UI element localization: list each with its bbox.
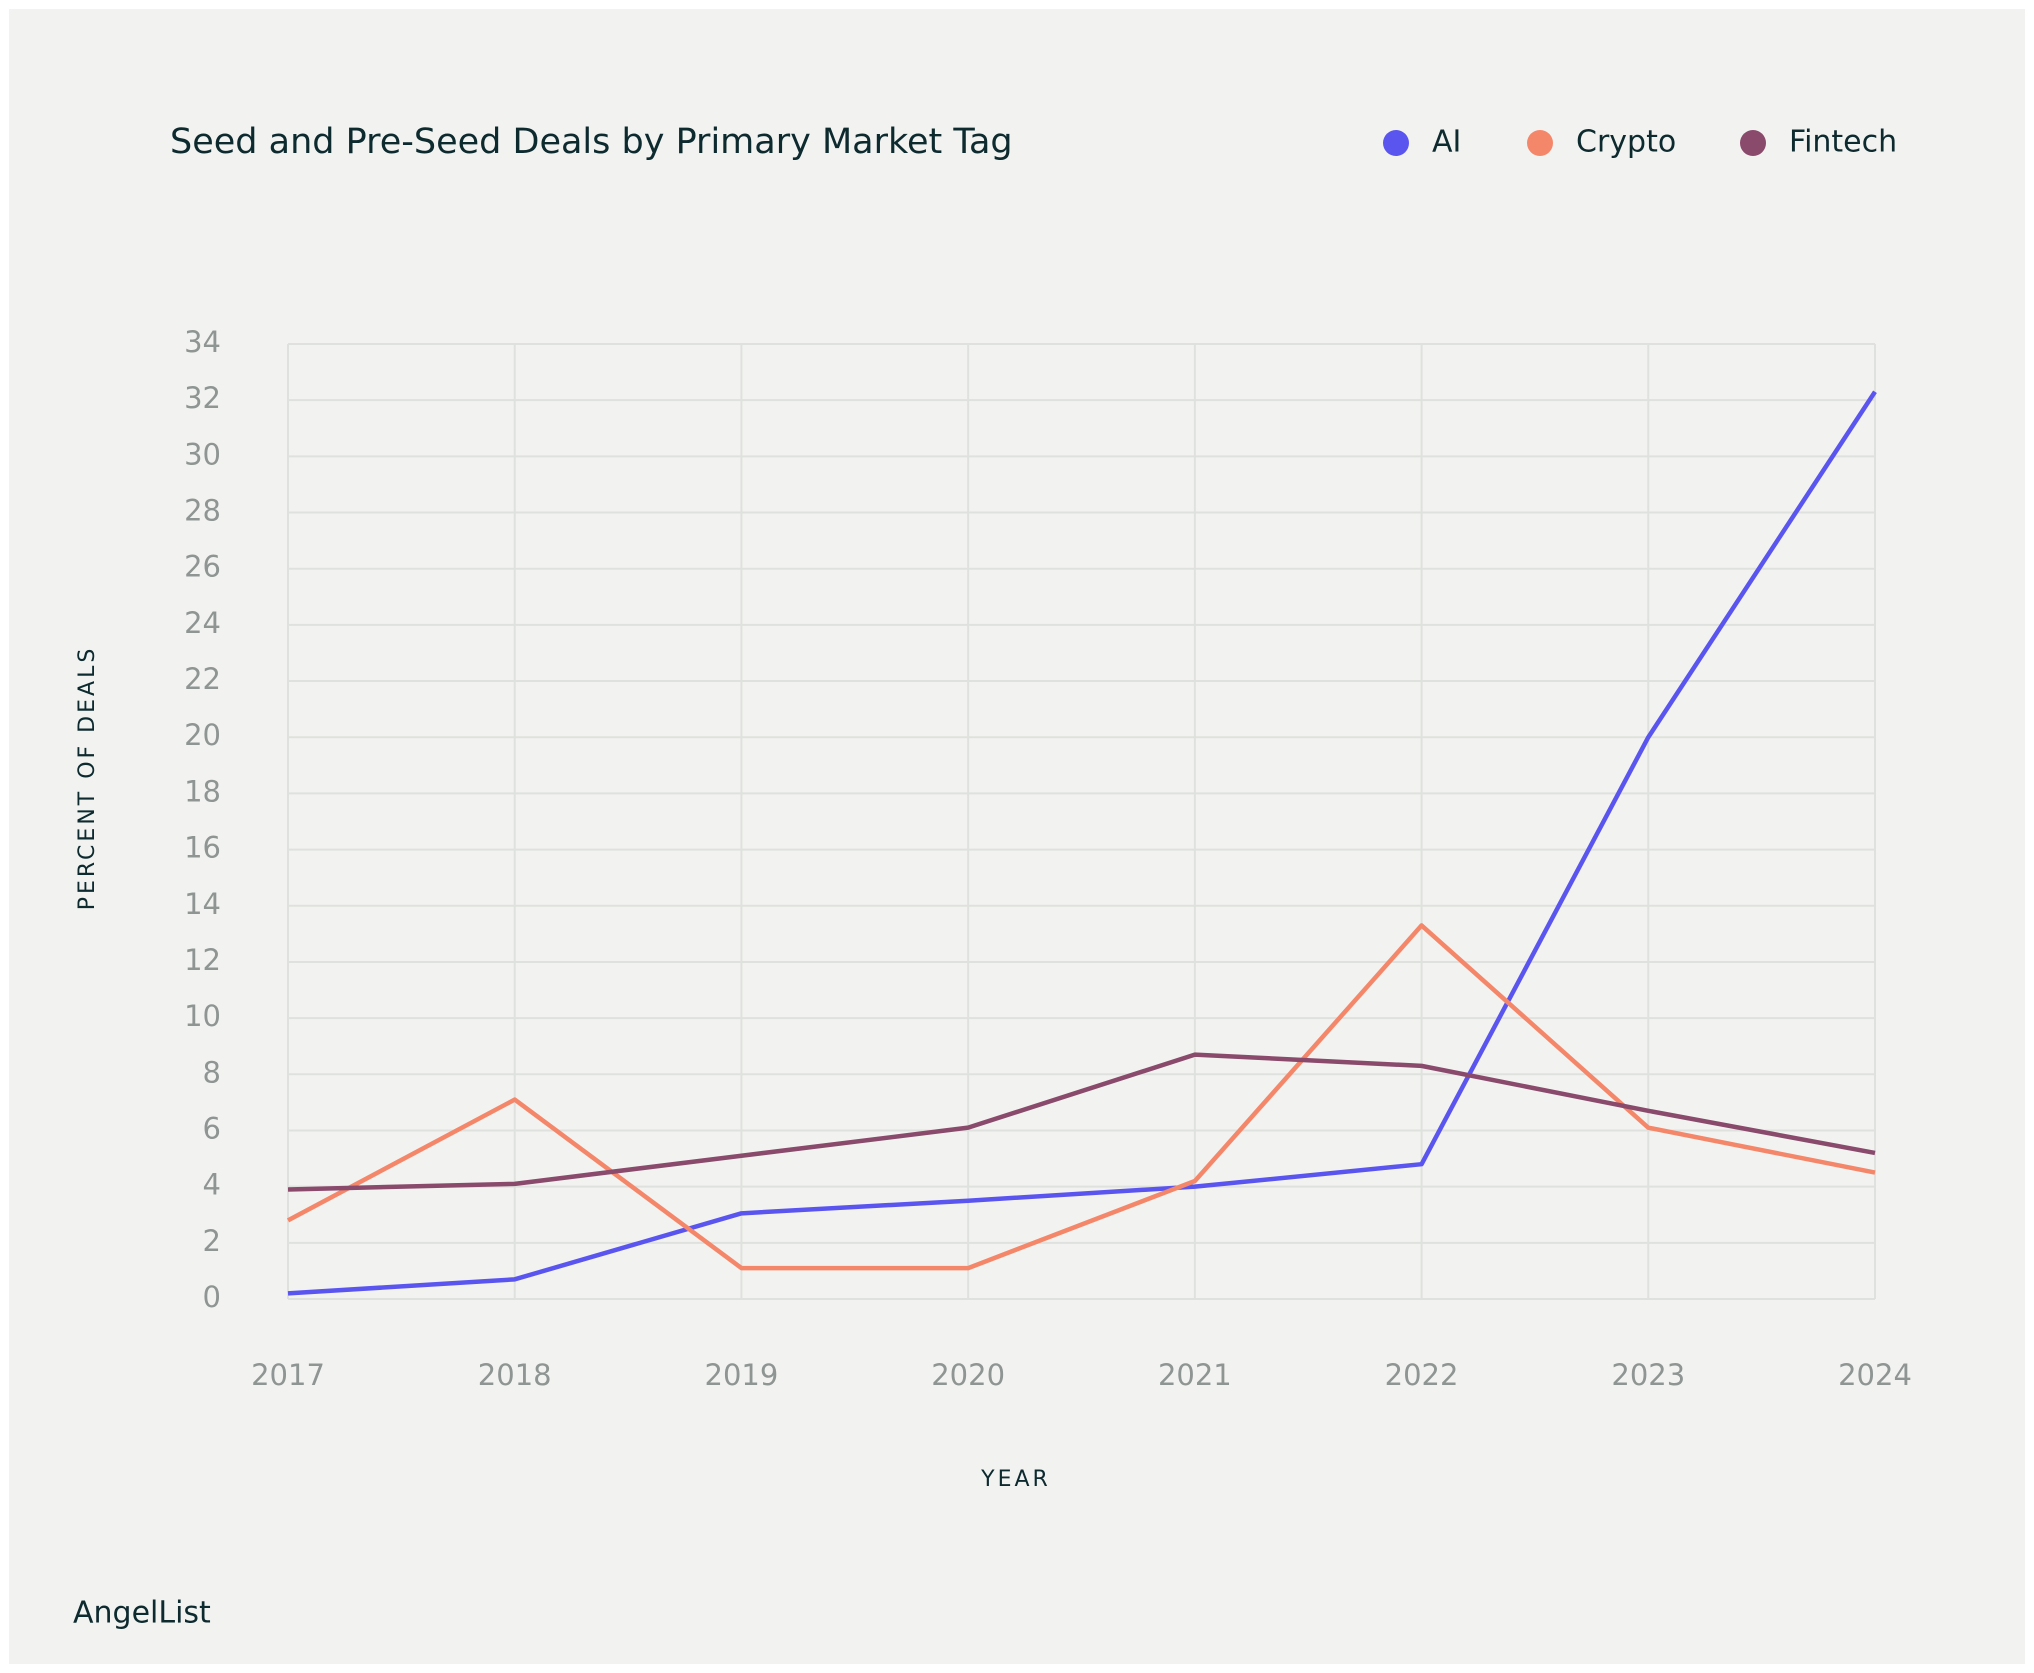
- y-tick-label: 26: [184, 550, 221, 584]
- y-tick-label: 22: [184, 662, 221, 696]
- y-tick-label: 14: [184, 887, 221, 921]
- y-tick-label: 8: [203, 1055, 221, 1089]
- legend-label: Fintech: [1789, 125, 1897, 160]
- y-tick-label: 24: [184, 606, 221, 640]
- y-tick-label: 6: [203, 1111, 221, 1145]
- legend-swatch: [1527, 130, 1553, 156]
- y-axis-label: PERCENT OF DEALS: [75, 646, 100, 911]
- y-tick-label: 16: [184, 831, 221, 865]
- y-tick-label: 20: [184, 718, 221, 752]
- x-tick-label: 2017: [251, 1358, 325, 1392]
- x-tick-label: 2021: [1158, 1358, 1232, 1392]
- x-tick-label: 2018: [478, 1358, 552, 1392]
- background: [9, 9, 2025, 1664]
- y-tick-label: 0: [203, 1280, 221, 1314]
- x-tick-label: 2022: [1385, 1358, 1459, 1392]
- y-tick-label: 28: [184, 494, 221, 528]
- y-tick-label: 4: [203, 1168, 221, 1202]
- y-tick-label: 34: [184, 325, 221, 359]
- y-tick-label: 18: [184, 774, 221, 808]
- chart-title: Seed and Pre-Seed Deals by Primary Marke…: [170, 122, 1013, 162]
- y-tick-label: 30: [184, 437, 221, 471]
- brand: AngelList: [73, 1596, 211, 1631]
- x-tick-label: 2019: [705, 1358, 779, 1392]
- y-tick-label: 12: [184, 943, 221, 977]
- x-tick-label: 2024: [1838, 1358, 1912, 1392]
- legend-label: Crypto: [1576, 125, 1676, 160]
- line-series: [286, 923, 1876, 1271]
- y-tick-label: 10: [184, 999, 221, 1033]
- line-series: [287, 390, 1877, 1296]
- x-tick-label: 2023: [1611, 1358, 1685, 1392]
- legend-swatch: [1740, 130, 1766, 156]
- legend-label: AI: [1432, 125, 1461, 160]
- y-tick-label: 2: [203, 1224, 221, 1258]
- line-series: [287, 1052, 1876, 1192]
- y-tick-label: 32: [184, 381, 221, 415]
- x-tick-label: 2020: [931, 1358, 1005, 1392]
- x-axis-label: YEAR: [980, 1467, 1051, 1492]
- legend-swatch: [1383, 130, 1409, 156]
